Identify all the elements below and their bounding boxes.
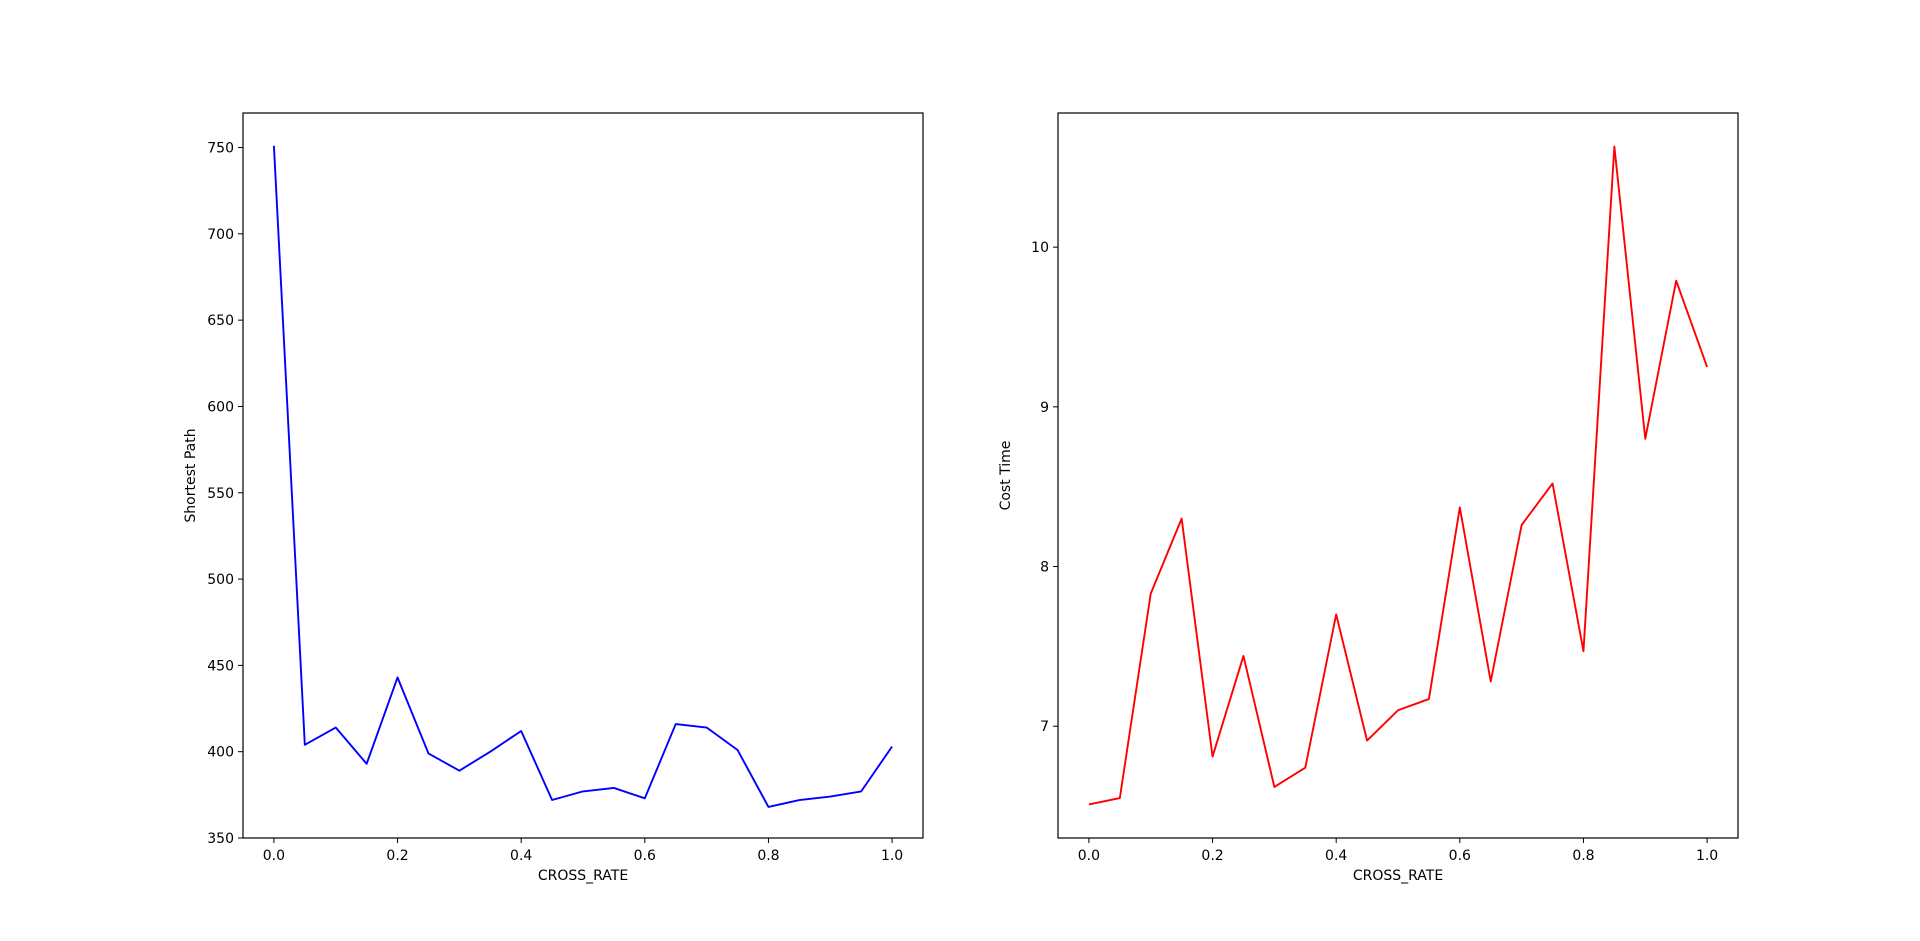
cost-time-x-tick-label: 0.8: [1572, 848, 1594, 864]
cost-time-data-point: [1119, 797, 1121, 799]
shortest-path-plot-frame: [242, 112, 924, 839]
shortest-path-data-point: [767, 806, 769, 808]
shortest-path-data-point: [489, 751, 491, 753]
shortest-path-data-point: [644, 797, 646, 799]
shortest-path-y-axis-label: Shortest Path: [183, 428, 199, 522]
shortest-path-data-point: [860, 790, 862, 792]
shortest-path-x-tick-label: 1.0: [881, 848, 903, 864]
shortest-path-data-point: [829, 796, 831, 798]
cost-time-data-point: [1212, 756, 1214, 758]
cost-time-y-tick-label: 8: [1040, 560, 1049, 576]
shortest-path-data-point: [613, 787, 615, 789]
cost-time-data-point: [1242, 655, 1244, 657]
cost-time-plot-frame: [1057, 112, 1739, 839]
cost-time-data-point: [1150, 593, 1152, 595]
shortest-path-data-point: [304, 744, 306, 746]
cost-time-data-point: [1490, 681, 1492, 683]
shortest-path-y-tick-label: 550: [207, 486, 234, 502]
cost-time-x-tick-label: 0.2: [1201, 848, 1223, 864]
cost-time-x-tick-label: 0.0: [1078, 848, 1100, 864]
shortest-path-series-line: [272, 145, 893, 808]
shortest-path-data-point: [397, 676, 399, 678]
shortest-path-data-point: [737, 749, 739, 751]
cost-time-y-axis-label: Cost Time: [998, 441, 1014, 511]
shortest-path-data-point: [335, 727, 337, 729]
cost-time-chart: 0.0 0.2 0.4 0.6 0.8 1.0 7 8 9 10 CROSS_RATE Cost Ti…: [998, 112, 1739, 884]
cost-time-data-point: [1706, 366, 1708, 368]
cost-time-data-point: [1552, 482, 1554, 484]
shortest-path-data-point: [551, 799, 553, 801]
cost-time-data-point: [1304, 767, 1306, 769]
shortest-path-data-point: [520, 730, 522, 732]
shortest-path-data-point: [798, 799, 800, 801]
shortest-path-x-tick-label: 0.0: [263, 848, 285, 864]
cost-time-data-point: [1521, 524, 1523, 526]
shortest-path-x-axis-label: CROSS_RATE: [538, 868, 628, 884]
cost-time-y-tick-label: 9: [1040, 400, 1049, 416]
cost-time-data-point: [1397, 709, 1399, 711]
cost-time-series-line: [1088, 145, 1708, 806]
cost-time-data-point: [1644, 438, 1646, 440]
shortest-path-data-point: [458, 770, 460, 772]
shortest-path-data-point: [706, 727, 708, 729]
shortest-path-y-tick-label: 450: [207, 658, 234, 674]
shortest-path-data-point: [891, 746, 893, 748]
shortest-path-y-tick-label: 500: [207, 572, 234, 588]
cost-time-y-tick-label: 7: [1040, 719, 1049, 735]
cost-time-x-tick-label: 1.0: [1696, 848, 1718, 864]
cost-time-data-point: [1181, 518, 1183, 520]
shortest-path-y-tick-label: 400: [207, 745, 234, 761]
shortest-path-y-tick-label: 350: [207, 831, 234, 847]
shortest-path-data-point: [675, 723, 677, 725]
shortest-path-data-point: [427, 752, 429, 754]
cost-time-data-point: [1366, 740, 1368, 742]
shortest-path-x-tick-label: 0.4: [510, 848, 532, 864]
cost-time-data-point: [1273, 786, 1275, 788]
cost-time-data-point: [1459, 506, 1461, 508]
shortest-path-x-tick-label: 0.6: [634, 848, 656, 864]
cost-time-data-point: [1335, 613, 1337, 615]
shortest-path-y-tick-label: 600: [207, 399, 234, 415]
cost-time-x-tick-label: 0.4: [1325, 848, 1347, 864]
cost-time-x-axis-label: CROSS_RATE: [1353, 868, 1443, 884]
shortest-path-y-tick-label: 750: [207, 141, 234, 157]
shortest-path-y-tick-label: 700: [207, 227, 234, 243]
shortest-path-x-tick-label: 0.8: [757, 848, 779, 864]
shortest-path-data-point: [273, 145, 275, 147]
cost-time-y-tick-label: 10: [1031, 240, 1049, 256]
cost-time-data-point: [1613, 146, 1615, 148]
shortest-path-chart: 0.0 0.2 0.4 0.6 0.8 1.0 350 400 450 500 550 600 650 7…: [183, 112, 924, 884]
shortest-path-data-point: [582, 790, 584, 792]
cost-time-data-point: [1675, 280, 1677, 282]
cost-time-data-point: [1582, 650, 1584, 652]
shortest-path-y-tick-label: 650: [207, 313, 234, 329]
shortest-path-data-point: [366, 763, 368, 765]
shortest-path-x-tick-label: 0.2: [386, 848, 408, 864]
cost-time-x-tick-label: 0.6: [1449, 848, 1471, 864]
cost-time-data-point: [1428, 698, 1430, 700]
cost-time-data-point: [1088, 803, 1090, 805]
